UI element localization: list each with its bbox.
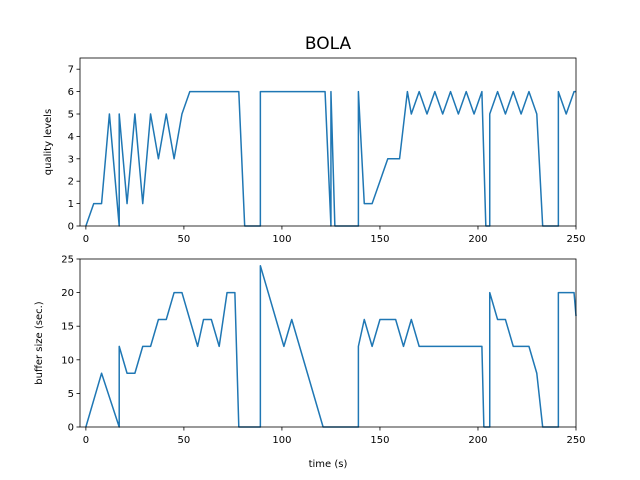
- buffer-y-tick-label: 10: [61, 355, 74, 366]
- buffer-y-tick-label: 0: [68, 423, 74, 434]
- quality-x-tick-label: 150: [370, 234, 389, 245]
- chart-title: BOLA: [305, 34, 352, 54]
- buffer-y-ticks: 0 5 10 15 20 25: [61, 255, 80, 434]
- quality-y-tick-label: 6: [68, 87, 74, 98]
- buffer-y-tick-label: 5: [68, 389, 74, 400]
- quality-levels-plot: [85, 90, 576, 227]
- quality-x-tick-label: 100: [272, 234, 291, 245]
- quality-y-tick-label: 7: [68, 65, 74, 76]
- quality-y-tick-label: 2: [68, 177, 74, 188]
- quality-x-tick-label: 0: [83, 234, 89, 245]
- quality-series-line-0: [85, 90, 576, 227]
- time-x-axis-label: time (s): [309, 459, 348, 470]
- quality-y-tick-label: 4: [68, 132, 74, 143]
- buffer-x-tick-label: 200: [468, 435, 487, 446]
- buffer-y-tick-label: 15: [61, 322, 74, 333]
- buffer-axes-frame: [79, 258, 577, 428]
- quality-levels-panel: BOLA 0 50 100 150 200 250 0 1 2 3 4 5 6 7 quality le…: [43, 34, 586, 245]
- buffer-x-ticks: 0 50 100 150 200 250: [83, 427, 586, 446]
- buffer-size-panel: 0 50 100 150 200 250 0 5 10 15 20 25 buffer size (…: [34, 255, 586, 471]
- quality-y-tick-label: 3: [68, 154, 74, 165]
- buffer-x-tick-label: 0: [83, 435, 89, 446]
- buffer-x-tick-label: 150: [370, 435, 389, 446]
- buffer-x-tick-label: 100: [272, 435, 291, 446]
- quality-x-tick-label: 200: [468, 234, 487, 245]
- quality-y-tick-label: 1: [68, 199, 74, 210]
- quality-axes-frame: [79, 57, 577, 227]
- buffer-y-tick-label: 25: [61, 255, 74, 266]
- quality-x-tick-label: 50: [178, 234, 191, 245]
- buffer-x-tick-label: 50: [178, 435, 191, 446]
- buffer-y-tick-label: 20: [61, 288, 74, 299]
- buffer-x-tick-label: 250: [566, 435, 585, 446]
- quality-x-tick-label: 250: [566, 234, 585, 245]
- quality-y-tick-label: 5: [68, 110, 74, 121]
- quality-y-axis-label: quality levels: [43, 109, 54, 175]
- quality-y-ticks: 0 1 2 3 4 5 6 7: [68, 65, 80, 233]
- quality-y-tick-label: 0: [68, 222, 74, 233]
- buffer-y-axis-label: buffer size (sec.): [34, 301, 45, 385]
- quality-x-ticks: 0 50 100 150 200 250: [83, 226, 586, 245]
